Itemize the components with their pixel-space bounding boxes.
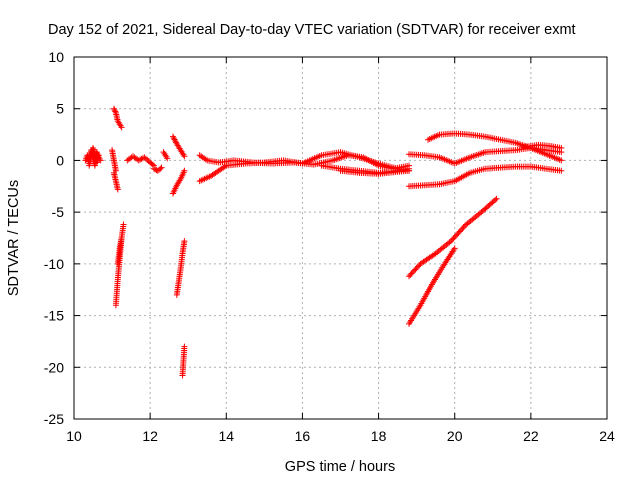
data-point [149,161,156,168]
data-point [558,167,565,174]
data-point [406,273,413,280]
series-s9 [150,164,165,174]
data-point [451,245,458,252]
grid [74,57,607,419]
series-s14 [179,343,188,379]
x-tick-label: 16 [295,428,311,444]
y-tick-label: 0 [56,152,64,168]
data-point [413,264,420,271]
data-point [449,236,456,243]
data-point [112,108,119,115]
x-tick-label: 10 [66,428,82,444]
series-s3 [110,105,125,131]
series-s22 [520,141,565,152]
data-point [492,196,499,203]
series-s19 [406,145,565,167]
data-point [140,155,147,162]
data-point [558,157,565,164]
series-s2 [86,145,102,169]
data-point [120,221,127,228]
data-point [110,105,117,112]
data-point [150,165,157,172]
series-s24 [406,245,458,327]
data-point [408,270,415,277]
series-s20 [406,163,565,190]
data-point [158,164,165,171]
series-s23 [406,195,500,280]
data-point [412,266,419,273]
data-points [82,105,565,379]
data-point [411,267,418,274]
axis-ticks [73,56,608,420]
y-tick-label: -25 [44,411,64,427]
data-point [451,233,458,240]
x-tick-label: 18 [371,428,387,444]
data-point [95,152,102,159]
y-tick-label: 5 [56,101,64,117]
data-point [407,271,414,278]
data-point [141,154,148,161]
data-point [456,228,463,235]
data-point [409,269,416,276]
series-s21 [425,130,565,164]
data-point [459,225,466,232]
y-tick-label: -5 [52,204,65,220]
data-point [406,167,413,174]
y-tick-label: 10 [48,49,64,65]
series-s10 [160,149,171,162]
x-tick-label: 22 [523,428,539,444]
series-s12 [169,167,188,197]
data-point [447,238,454,245]
data-point [118,124,125,131]
data-point [118,235,125,241]
data-point [414,263,421,270]
data-point [455,229,462,236]
series-s5 [110,169,121,193]
x-axis-label: GPS time / hours [285,459,395,475]
series-s8 [124,153,157,169]
data-point [181,167,188,174]
data-point [452,232,459,239]
tick-labels: 10 12 14 16 18 20 22 24 -25 -20 -15 -10 -5 0 5 10 [44,49,615,444]
series-s7 [114,235,125,267]
y-tick-label: -15 [44,308,64,324]
data-point [558,145,565,152]
series-s18 [337,167,413,177]
data-point [460,224,467,231]
series-s11 [169,133,188,160]
x-tick-label: 24 [599,428,615,444]
x-tick-label: 14 [218,428,234,444]
data-point [144,156,151,163]
data-point [164,155,171,162]
data-point [461,222,468,229]
data-point [181,343,188,350]
x-tick-label: 20 [447,428,463,444]
plot-frame [73,56,608,420]
y-tick-label: -10 [44,256,64,272]
series-s13 [173,238,188,298]
data-point [157,165,164,172]
data-point [450,235,457,242]
series-s16 [196,149,413,185]
series-s6 [112,221,127,309]
data-point [142,155,149,162]
data-point [458,227,465,234]
chart-title: Day 152 of 2021, Sidereal Day-to-day VTE… [48,22,576,38]
data-point [181,238,188,245]
data-point [111,107,118,114]
x-tick-label: 12 [142,428,158,444]
data-point [181,153,188,160]
y-axis-label: SDTVAR / TECUs [6,180,22,296]
data-point [493,195,500,202]
data-point [454,231,461,238]
y-tick-label: -20 [44,359,64,375]
data-point [114,186,121,193]
